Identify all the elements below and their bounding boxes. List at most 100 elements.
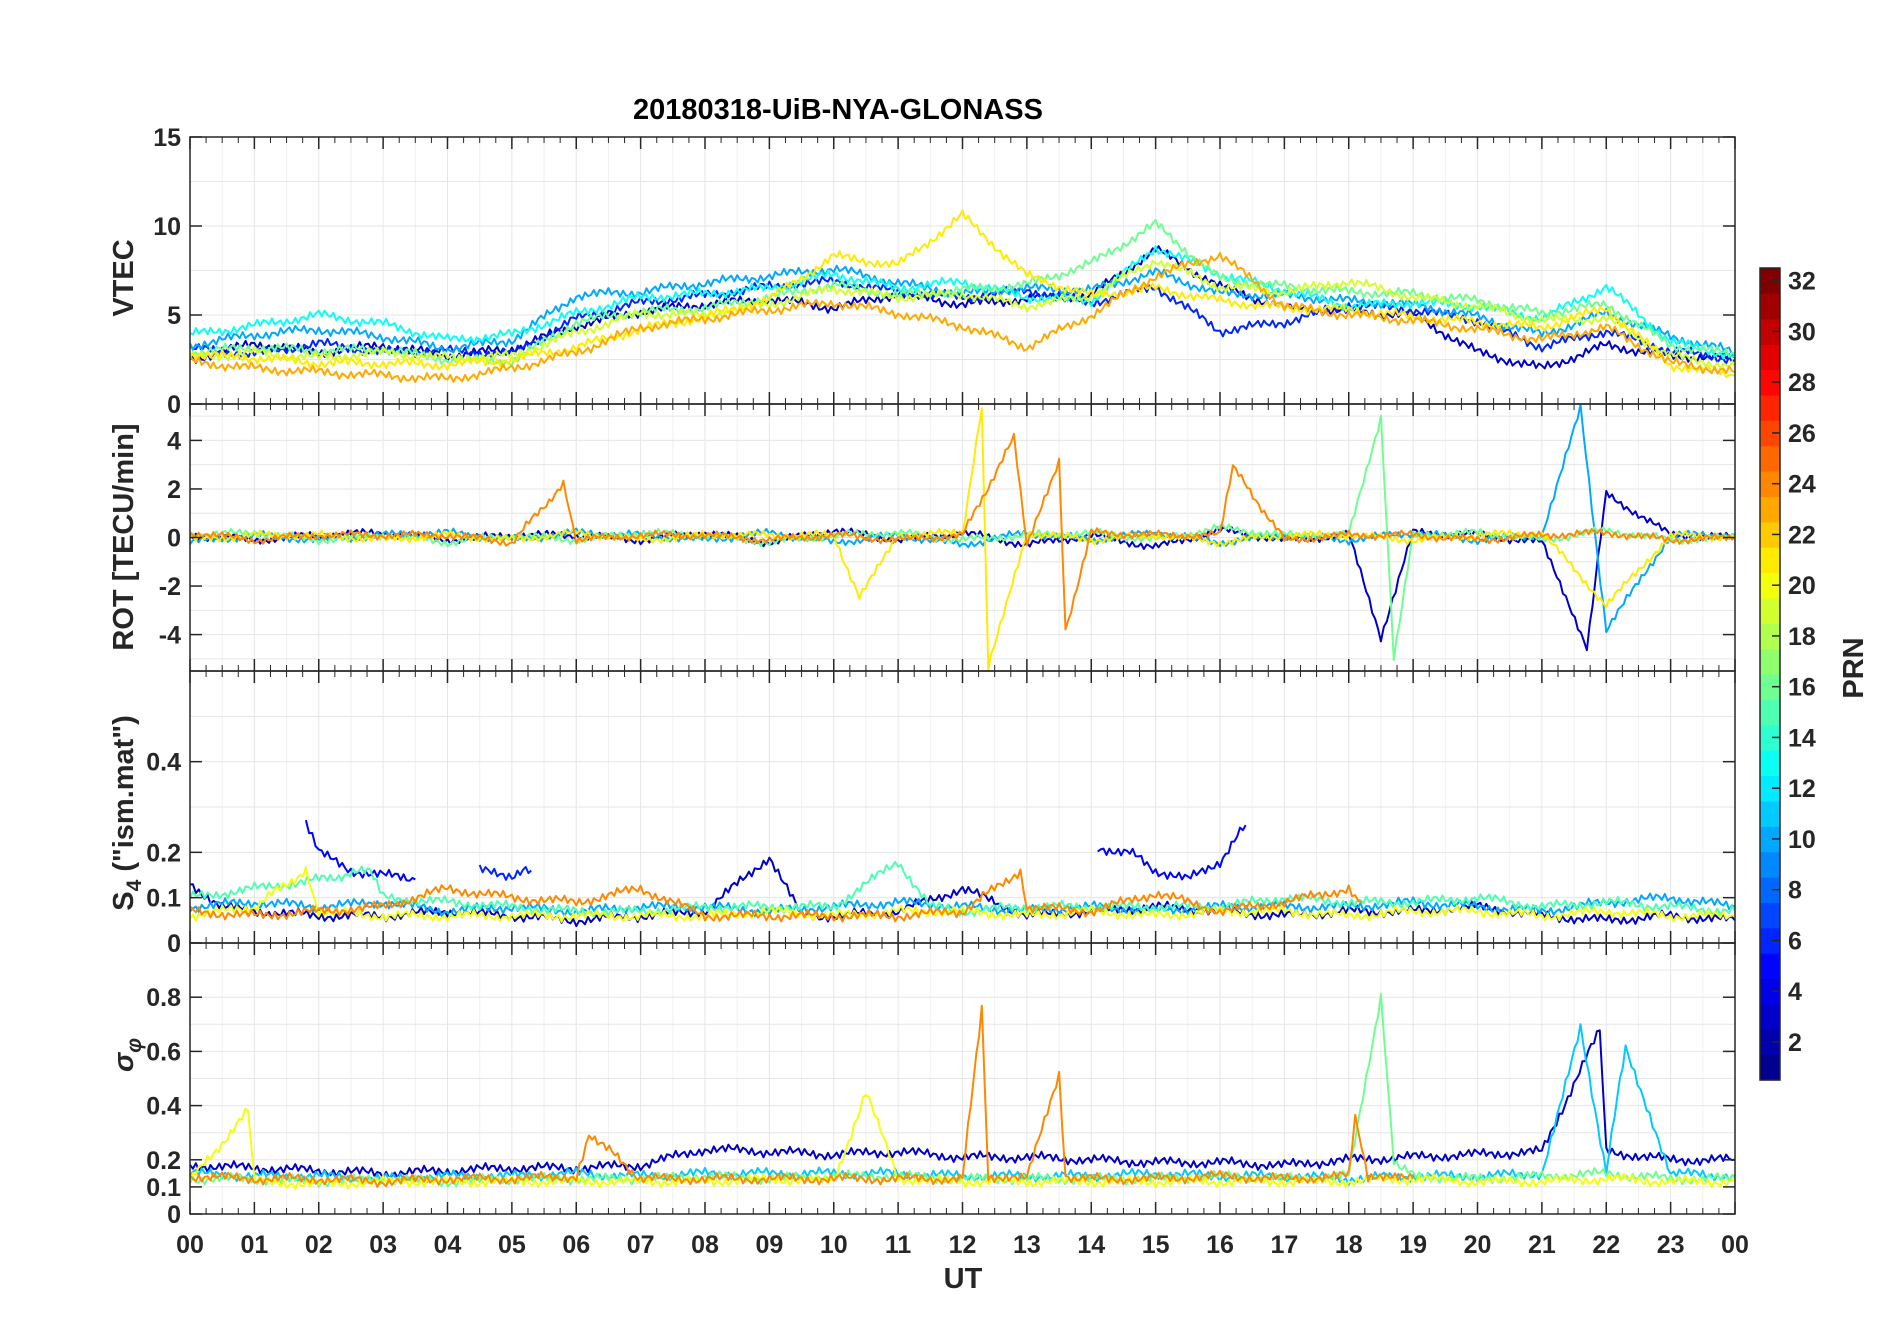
colorbar-swatch-prn-10 (1760, 826, 1780, 853)
y-tick-label: 0.4 (146, 749, 181, 777)
colorbar-label: PRN (1838, 637, 1870, 698)
colorbar-swatch-prn-12 (1760, 775, 1780, 802)
colorbar-tick-label: 2 (1788, 1029, 1802, 1057)
colorbar-tick-label: 14 (1788, 724, 1816, 752)
colorbar-tick-label: 8 (1788, 877, 1802, 905)
y-tick-label: 0.6 (146, 1038, 181, 1066)
xlabel: UT (944, 1263, 983, 1295)
y-tick-label: -4 (159, 622, 181, 650)
x-tick-label: 15 (1142, 1231, 1170, 1259)
colorbar-swatch-prn-30 (1760, 318, 1780, 345)
colorbar-tick-label: 22 (1788, 521, 1816, 549)
x-tick-label: 17 (1270, 1231, 1298, 1259)
series-prn-24 (190, 432, 1735, 631)
panel-sigma-phi: 00.10.2 0.4 0.6 0.8 (146, 942, 1736, 1229)
x-tick-label: 07 (627, 1231, 655, 1259)
series-prn-15 (190, 861, 1735, 918)
y-tick-label: 0.1 (146, 1174, 181, 1202)
x-tick-label: 08 (691, 1231, 719, 1259)
series-group (190, 209, 1735, 383)
y-tick-label: -2 (159, 573, 181, 601)
y-tick-label: 2 (167, 476, 181, 504)
x-tick-labels: 00 01 02 03 04 05 06 07 08 09 10 11 12 13 14 15 16 17 18 19… (176, 1231, 1749, 1259)
x-tick-label: 10 (820, 1231, 848, 1259)
x-tick-label: 03 (369, 1231, 397, 1259)
y-tick-label: 0.2 (146, 839, 181, 867)
colorbar-swatch-prn-6 (1760, 927, 1780, 954)
y-tick-label: 0 (167, 930, 181, 958)
x-tick-label: 19 (1399, 1231, 1427, 1259)
series-prn-5 (304, 819, 416, 882)
colorbar-tick-label: 4 (1788, 978, 1802, 1006)
y-tick-label: 4 (167, 427, 181, 455)
ylabel-vtec: VTEC (108, 239, 140, 316)
colorbar-swatch-prn-18 (1760, 623, 1780, 650)
colorbar-swatch-prn-8 (1760, 877, 1780, 903)
series-prn-3 (190, 856, 1735, 928)
series-prn-6 (478, 864, 532, 881)
colorbar-swatch-prn-21 (1760, 547, 1780, 574)
x-tick-label: 16 (1206, 1231, 1234, 1259)
y-tick-label: 0.2 (146, 1147, 181, 1175)
colorbar-swatch-prn-20 (1760, 572, 1780, 599)
y-tick-label: 10 (153, 213, 181, 241)
colorbar-swatch-prn-24 (1760, 471, 1780, 497)
colorbar-swatch-prn-5 (1760, 953, 1780, 980)
colorbar-frame (1759, 267, 1781, 1081)
x-tick-label: 21 (1528, 1231, 1556, 1259)
colorbar-swatch-prn-3 (1760, 1003, 1780, 1030)
x-tick-label: 18 (1335, 1231, 1363, 1259)
colorbar-tick-label: 26 (1788, 420, 1816, 448)
series-group (190, 404, 1735, 671)
colorbar-swatch-prn-23 (1760, 496, 1780, 523)
colorbar-swatch-prn-11 (1760, 800, 1780, 827)
x-tick-label: 11 (885, 1231, 912, 1259)
colorbar-swatch-prn-15 (1760, 699, 1780, 726)
y-tick-label: 0.4 (146, 1093, 181, 1121)
series-prn-24 (190, 1004, 1414, 1188)
series-prn-23 (190, 252, 1735, 383)
colorbar-swatch-prn-4 (1760, 978, 1780, 1005)
x-tick-label: 00 (1721, 1231, 1749, 1259)
colorbar-swatch-prn-17 (1760, 648, 1780, 675)
colorbar-swatch-prn-19 (1760, 597, 1780, 624)
colorbar-swatch-prn-31 (1760, 293, 1780, 320)
y-tick-label: 0 (167, 391, 181, 419)
colorbar-tick-label: 12 (1788, 775, 1816, 803)
colorbar-swatch-prn-14 (1760, 724, 1780, 751)
series-prn-10 (190, 264, 1735, 356)
x-tick-label: 20 (1464, 1231, 1492, 1259)
y-tick-label: 0 (167, 525, 181, 553)
colorbar-swatch-prn-9 (1760, 851, 1780, 878)
series-group (190, 992, 1735, 1190)
colorbar-tick-label: 18 (1788, 623, 1816, 651)
y-tick-label: 5 (167, 302, 181, 330)
x-tick-label: 04 (434, 1231, 462, 1259)
y-tick-label: 0.1 (146, 885, 181, 913)
colorbar-tick-label: 6 (1788, 927, 1802, 955)
colorbar-swatch-prn-2 (1760, 1029, 1780, 1056)
x-tick-label: 01 (240, 1231, 268, 1259)
colorbar-tick-label: 16 (1788, 674, 1816, 702)
colorbar-tick-label: 28 (1788, 369, 1816, 397)
series-prn-21 (190, 209, 1735, 379)
series-prn-16 (190, 414, 1735, 661)
series-group (190, 819, 1735, 928)
colorbar-tick-label: 32 (1788, 268, 1816, 296)
colorbar-swatch-prn-27 (1760, 394, 1780, 421)
colorbar-swatch-prn-1 (1760, 1054, 1780, 1081)
colorbar-swatch-prn-7 (1760, 902, 1780, 929)
x-tick-label: 12 (949, 1231, 977, 1259)
ylabel-rot: ROT [TECU/min] (108, 423, 140, 650)
colorbar-swatch-prn-13 (1760, 750, 1780, 777)
colorbar-swatch-prn-22 (1760, 521, 1780, 548)
x-tick-label: 09 (755, 1231, 783, 1259)
series-prn-3 (190, 1029, 1735, 1180)
y-tick-label: 0.8 (146, 984, 181, 1012)
colorbar-swatch-prn-28 (1760, 369, 1780, 396)
ylabel-s4: S4 ("ism.mat") (108, 715, 146, 911)
colorbar-swatch-prn-25 (1760, 445, 1780, 472)
chart-title: 20180318-UiB-NYA-GLONASS (633, 94, 1043, 126)
x-tick-label: 06 (562, 1231, 590, 1259)
